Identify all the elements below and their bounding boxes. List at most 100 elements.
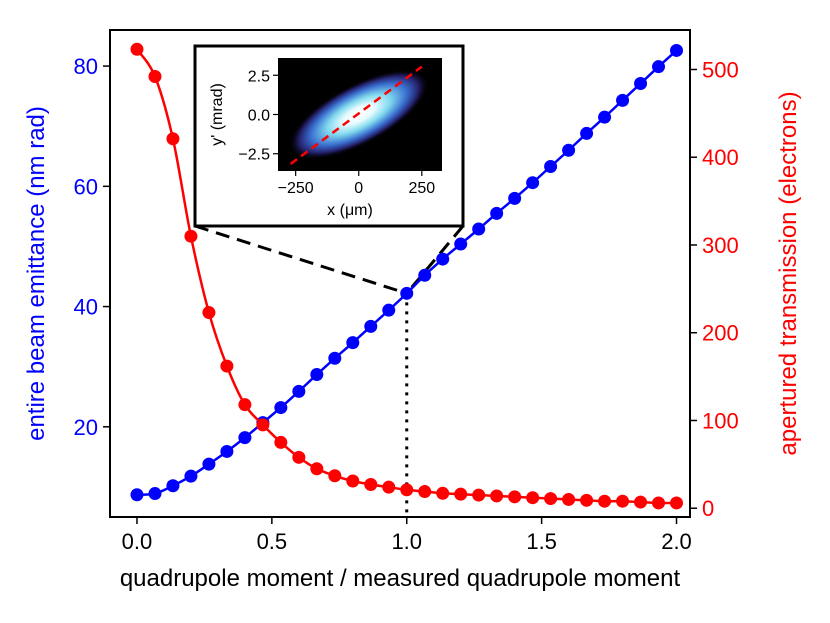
series-left-point — [130, 488, 144, 502]
x-tick-label: 2.0 — [661, 529, 692, 554]
y-right-tick-label: 300 — [702, 233, 739, 258]
inset-x-tick-label: −250 — [278, 180, 314, 197]
series-right-point — [292, 450, 306, 464]
series-left-point — [202, 457, 216, 471]
connector-line-left — [194, 224, 408, 295]
series-left-point — [382, 303, 396, 317]
y-axis-right-title: apertured transmission (electrons) — [775, 91, 802, 455]
series-right-point — [634, 495, 648, 509]
series-right-point — [418, 485, 432, 499]
series-left-point — [580, 126, 594, 140]
inset-connector-lines — [194, 224, 465, 295]
x-tick-label: 0.0 — [122, 529, 153, 554]
inset-y-ticks: 2.5 0.0 −2.5 — [238, 68, 278, 164]
plot-frame — [109, 29, 691, 518]
y-right-tick-label: 200 — [702, 321, 739, 346]
series-left-point — [418, 268, 432, 282]
y-right-tick-label: 500 — [702, 57, 739, 82]
inset-fit-line — [289, 65, 423, 165]
series-right-point — [256, 418, 270, 432]
inset-heatmap-clip — [288, 65, 430, 165]
series-left-point — [544, 159, 558, 173]
y-axis-right-ticks: 0 100 200 300 400 500 — [690, 57, 739, 521]
series-left-point — [328, 351, 342, 365]
y-axis-left-ticks: 20 40 60 80 — [74, 54, 110, 440]
series-right-point — [544, 492, 558, 506]
series-right-point — [436, 486, 450, 500]
series-right-point — [616, 494, 630, 508]
series-layer — [130, 42, 684, 510]
series-right-point — [148, 70, 162, 84]
series-right-point — [220, 359, 234, 373]
y-left-tick-label: 20 — [74, 415, 98, 440]
y-right-tick-label: 100 — [702, 408, 739, 433]
series-left-point — [436, 252, 450, 266]
series-left-point — [616, 93, 630, 107]
series-right-point — [202, 306, 216, 320]
series-left-point — [238, 431, 252, 445]
series-left-point — [670, 43, 684, 57]
y-left-tick-label: 80 — [74, 54, 98, 79]
series-right-point — [472, 488, 486, 502]
series-right-point — [670, 496, 684, 510]
series-left-point — [184, 469, 198, 483]
series-left-point — [454, 237, 468, 251]
y-left-tick-label: 40 — [74, 295, 98, 320]
series-right-point — [652, 496, 666, 510]
series-right-point — [490, 489, 504, 503]
x-tick-label: 1.5 — [526, 529, 557, 554]
inset-phase-space-plot: −250 0 250 2.5 0.0 −2.5 x (μm) y' (mrad) — [193, 44, 465, 228]
x-tick-label: 0.5 — [257, 529, 288, 554]
x-axis-title: quadrupole moment / measured quadrupole … — [120, 565, 681, 592]
y-right-tick-label: 0 — [702, 496, 714, 521]
series-right-point — [526, 491, 540, 505]
series-right-point — [184, 229, 198, 243]
series-left-point — [526, 176, 540, 190]
series-left-point — [598, 110, 612, 124]
inset-y-tick-label: −2.5 — [238, 147, 270, 164]
series-left-point — [274, 401, 288, 415]
inset-x-axis-title: x (μm) — [327, 202, 373, 219]
series-left-point — [400, 286, 414, 300]
series-right-point — [580, 493, 594, 507]
y-axis-left-title: entire beam emittance (nm rad) — [23, 106, 50, 441]
series-right-point — [400, 483, 414, 497]
series-right-point — [382, 480, 396, 494]
series-left-point — [148, 487, 162, 501]
inset-x-tick-label: 250 — [408, 180, 435, 197]
series-left-point — [652, 60, 666, 74]
inset-x-ticks: −250 0 250 — [278, 171, 435, 197]
series-right-point — [238, 398, 252, 412]
series-right-point — [328, 469, 342, 483]
series-right-point — [598, 494, 612, 508]
series-left-point — [562, 143, 576, 157]
series-right-point — [562, 492, 576, 506]
x-tick-label: 1.0 — [391, 529, 422, 554]
series-left-point — [346, 336, 360, 350]
series-right-point — [274, 435, 288, 449]
inset-y-axis-title: y' (mrad) — [209, 83, 226, 146]
series-left-point — [472, 222, 486, 236]
series-left-point — [490, 206, 504, 220]
x-axis-ticks: 0.0 0.5 1.0 1.5 2.0 — [122, 517, 692, 554]
series-left-point — [364, 319, 378, 333]
series-left-point — [310, 368, 324, 382]
series-right-point — [130, 42, 144, 56]
series-right-point — [346, 474, 360, 488]
series-right-point — [310, 462, 324, 476]
inset-heatmap-area — [278, 58, 442, 171]
inset-y-tick-label: 0.0 — [248, 108, 270, 125]
series-left-point — [166, 479, 180, 493]
series-left-point — [508, 191, 522, 205]
series-left-point — [292, 384, 306, 398]
series-right-point — [454, 487, 468, 501]
inset-y-tick-label: 2.5 — [248, 68, 270, 85]
series-right-point — [166, 132, 180, 146]
series-right-point — [508, 490, 522, 504]
y-right-tick-label: 400 — [702, 145, 739, 170]
inset-x-tick-label: 0 — [354, 180, 363, 197]
series-right-point — [364, 478, 378, 492]
series-left-point — [634, 77, 648, 91]
y-left-tick-label: 60 — [74, 174, 98, 199]
